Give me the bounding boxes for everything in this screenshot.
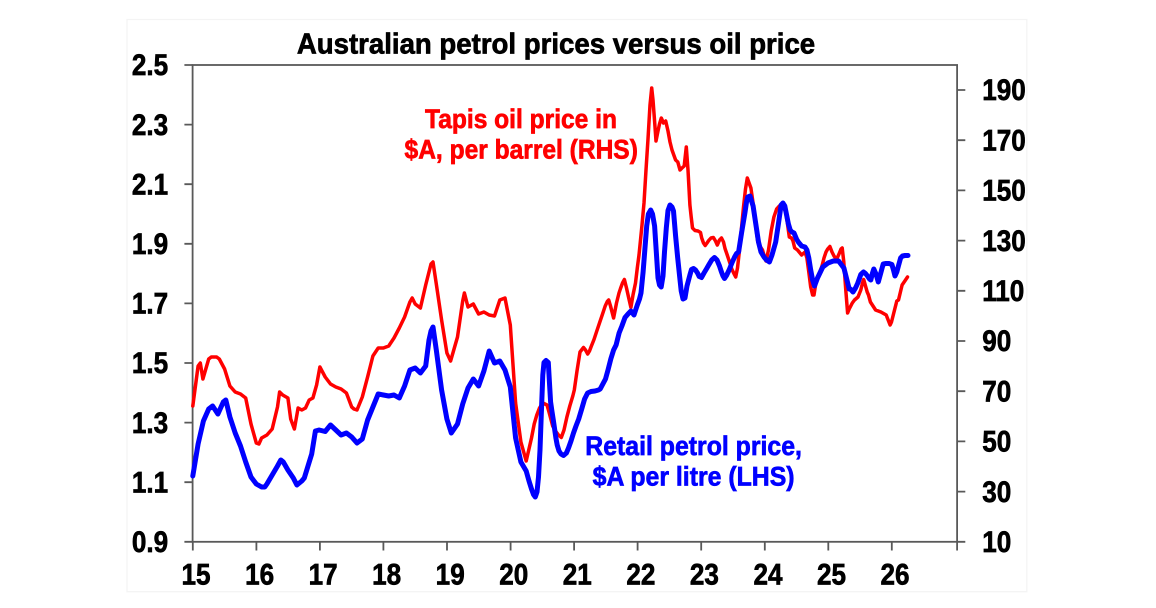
svg-text:1.5: 1.5 (132, 347, 168, 380)
svg-text:$A per litre (LHS): $A per litre (LHS) (593, 463, 795, 492)
svg-text:Tapis oil price in: Tapis oil price in (425, 105, 617, 134)
svg-text:22: 22 (626, 558, 655, 591)
svg-text:70: 70 (982, 375, 1011, 408)
svg-text:21: 21 (563, 558, 592, 591)
svg-text:2.1: 2.1 (132, 168, 168, 201)
svg-text:1.7: 1.7 (132, 287, 168, 320)
svg-text:16: 16 (245, 558, 274, 591)
svg-text:26: 26 (880, 558, 909, 591)
svg-text:1.3: 1.3 (132, 406, 168, 439)
svg-text:170: 170 (982, 124, 1026, 157)
svg-text:24: 24 (753, 558, 782, 591)
svg-text:30: 30 (982, 475, 1011, 508)
svg-text:15: 15 (181, 558, 210, 591)
svg-text:130: 130 (982, 224, 1026, 257)
svg-text:110: 110 (982, 274, 1024, 307)
svg-text:90: 90 (982, 325, 1011, 358)
svg-text:Australian petrol prices versu: Australian petrol prices versus oil pric… (297, 27, 815, 60)
svg-text:17: 17 (309, 558, 338, 591)
svg-text:1.9: 1.9 (132, 227, 168, 260)
svg-text:$A, per barrel (RHS): $A, per barrel (RHS) (405, 135, 638, 164)
svg-text:25: 25 (817, 558, 846, 591)
svg-text:50: 50 (982, 425, 1011, 458)
svg-text:0.9: 0.9 (132, 525, 168, 558)
svg-text:19: 19 (436, 558, 465, 591)
svg-text:1.1: 1.1 (132, 466, 168, 499)
svg-text:20: 20 (499, 558, 528, 591)
svg-text:23: 23 (690, 558, 719, 591)
svg-text:2.5: 2.5 (132, 49, 168, 82)
svg-text:Retail petrol price,: Retail petrol price, (585, 432, 802, 461)
svg-text:10: 10 (982, 525, 1011, 558)
svg-text:18: 18 (372, 558, 401, 591)
svg-text:2.3: 2.3 (132, 108, 168, 141)
svg-text:190: 190 (982, 74, 1026, 107)
svg-text:150: 150 (982, 174, 1026, 207)
